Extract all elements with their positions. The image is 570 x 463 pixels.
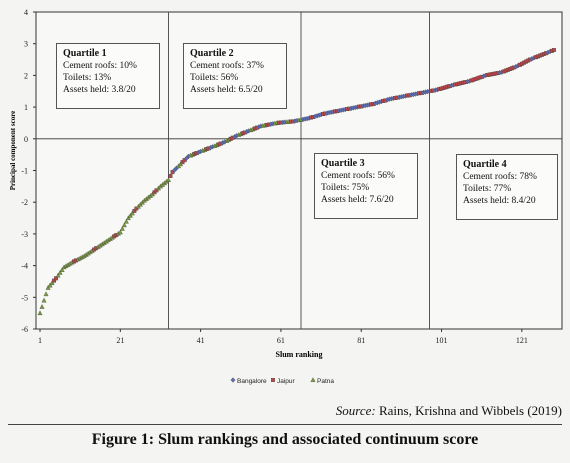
- point-patna: [119, 226, 125, 231]
- y-tick-label: -2: [21, 198, 28, 207]
- quartile-4-line-2: Toilets: 77%: [463, 184, 512, 194]
- point-jaipur: [52, 278, 57, 283]
- point-patna: [129, 210, 135, 216]
- quartile-3-title: Quartile 3: [321, 158, 365, 169]
- y-tick-label: -1: [21, 167, 28, 176]
- source-label: Source:: [335, 403, 376, 418]
- point-jaipur: [271, 378, 275, 382]
- y-axis-label: Principal component score: [9, 111, 17, 191]
- quartile-4-line-1: Cement roofs: 78%: [463, 172, 537, 182]
- legend-label: Bangalore: [237, 378, 267, 385]
- figure-caption: Figure 1: Slum rankings and associated c…: [91, 431, 479, 448]
- quartile-3-line-2: Toilets: 75%: [321, 183, 370, 193]
- point-jaipur: [552, 48, 556, 52]
- x-tick-label: 81: [357, 336, 365, 345]
- quartile-1-line-2: Toilets: 13%: [63, 73, 112, 83]
- quartile-1-box: Quartile 1 Cement roofs: 10% Toilets: 13…: [56, 43, 160, 109]
- point-jaipur: [154, 188, 159, 193]
- quartile-1-line-1: Cement roofs: 10%: [63, 61, 137, 71]
- quartile-4-title: Quartile 4: [463, 159, 507, 170]
- point-patna: [117, 229, 123, 235]
- y-tick-label: 0: [24, 135, 28, 144]
- quartile-2-title: Quartile 2: [190, 48, 234, 59]
- quartile-3-box: Quartile 3 Cement roofs: 56% Toilets: 75…: [314, 153, 418, 219]
- point-jaipur: [168, 174, 173, 178]
- quartile-1-title: Quartile 1: [63, 48, 107, 59]
- point-jaipur: [132, 208, 137, 213]
- y-tick-label: 4: [24, 8, 28, 17]
- legend: Bangalore Jaipur Patna: [237, 378, 334, 385]
- point-patna: [57, 270, 63, 275]
- quartile-3-line-3: Assets held: 7.6/20: [321, 195, 394, 205]
- point-patna: [59, 267, 65, 272]
- quartile-4-box: Quartile 4 Cement roofs: 78% Toilets: 77…: [456, 154, 558, 220]
- data-points: [37, 48, 556, 383]
- point-jaipur: [134, 206, 139, 211]
- point-patna: [45, 285, 51, 290]
- x-tick-label: 1: [38, 336, 42, 345]
- point-patna: [123, 218, 129, 224]
- point-jaipur: [152, 190, 157, 195]
- x-tick-label: 21: [116, 336, 124, 345]
- y-tick-label: -6: [21, 325, 28, 334]
- quartile-4-line-3: Assets held: 8.4/20: [463, 196, 536, 206]
- x-tick-label: 41: [197, 336, 205, 345]
- point-patna: [125, 215, 131, 221]
- x-tick-label: 61: [277, 336, 285, 345]
- y-tick-label: -5: [21, 293, 28, 302]
- divider: [8, 424, 562, 425]
- y-tick-label: -4: [21, 262, 28, 271]
- point-bangalore: [230, 377, 236, 383]
- y-tick-label: 3: [24, 40, 28, 49]
- x-axis-label: Slum ranking: [276, 350, 323, 359]
- point-patna: [121, 222, 127, 228]
- point-patna: [43, 291, 49, 297]
- quartile-3-line-1: Cement roofs: 56%: [321, 171, 395, 181]
- quartile-1-line-3: Assets held: 3.8/20: [63, 85, 136, 95]
- y-tick-label: -3: [21, 230, 28, 239]
- source-note: Source: Rains, Krishna and Wibbels (2019…: [336, 403, 562, 419]
- y-tick-label: 1: [24, 103, 28, 112]
- x-tick-label: 121: [516, 336, 528, 345]
- quartile-2-line-2: Toilets: 56%: [190, 73, 239, 83]
- point-jaipur: [54, 276, 59, 281]
- source-text: Rains, Krishna and Wibbels (2019): [378, 403, 562, 418]
- point-patna: [310, 377, 316, 382]
- point-patna: [41, 297, 47, 303]
- point-jaipur: [180, 160, 185, 165]
- quartile-2-line-1: Cement roofs: 37%: [190, 61, 264, 71]
- point-patna: [47, 282, 53, 288]
- point-patna: [166, 177, 171, 182]
- x-tick-label: 101: [436, 336, 448, 345]
- legend-label: Patna: [317, 378, 334, 385]
- point-patna: [39, 304, 45, 309]
- point-patna: [55, 272, 61, 278]
- quartile-2-box: Quartile 2 Cement roofs: 37% Toilets: 56…: [183, 43, 287, 109]
- point-patna: [37, 310, 43, 316]
- point-patna: [127, 212, 133, 218]
- point-patna: [49, 280, 55, 285]
- legend-label: Jaipur: [277, 378, 296, 385]
- quartile-2-line-3: Assets held: 6.5/20: [190, 85, 263, 95]
- y-tick-label: 2: [24, 71, 28, 80]
